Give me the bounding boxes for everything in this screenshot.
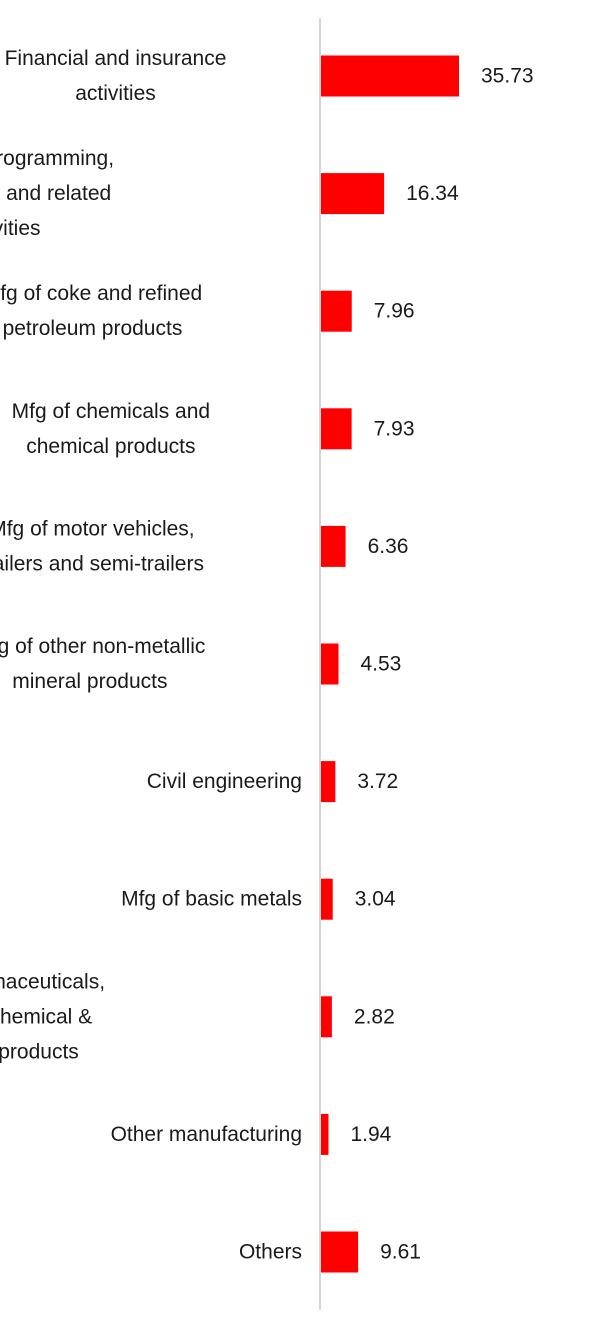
value-label: 2.82: [354, 1005, 395, 1028]
bar: [321, 525, 346, 567]
category-label-line: Mfg of other non-metallic: [0, 635, 205, 658]
value-label: 4.53: [360, 653, 401, 676]
category-label-line: Mfg of pharmaceuticals,: [0, 970, 105, 993]
category-label-line: mineral products: [12, 670, 167, 693]
category-label-line: Mfg of basic metals: [121, 888, 302, 911]
bar: [321, 643, 339, 685]
value-labels-group: 35.73 16.34 7.96 7.93 6.36 4.53 3.72 3.04 2.82 1.…: [350, 65, 533, 1264]
category-label: Mfg of coke and refined petroleum product…: [0, 282, 202, 340]
category-label-line: Mfg of motor vehicles,: [0, 517, 195, 540]
category-label: Mfg of basic metals: [121, 888, 302, 911]
value-label: 9.61: [380, 1241, 421, 1264]
category-label-line: trailers and semi-trailers: [0, 552, 204, 575]
bar: [321, 1113, 329, 1155]
category-label-line: Civil engineering: [147, 770, 302, 793]
bar: [321, 761, 336, 803]
category-label-line: petroleum products: [3, 317, 183, 340]
bar: [321, 408, 352, 450]
category-label-line: medicinal chemical &: [0, 1005, 92, 1028]
category-label-line: Mfg of coke and refined: [0, 282, 202, 305]
bar: [321, 1231, 359, 1273]
value-label: 3.04: [355, 888, 396, 911]
bar: [321, 290, 352, 332]
category-label-line: activities: [75, 82, 156, 105]
category-label: Mfg of other non-metallic mineral product…: [0, 635, 205, 693]
value-label: 16.34: [406, 182, 459, 205]
category-label-line: chemical products: [26, 435, 195, 458]
category-label: Computer programming, consultancy and rel…: [0, 147, 114, 240]
value-label: 35.73: [481, 65, 534, 88]
bar: [321, 173, 385, 215]
category-label-line: Computer programming,: [0, 147, 114, 170]
category-labels-group: Financial and insuranceactivitiesCompute…: [0, 47, 302, 1264]
category-label-line: Mfg of chemicals and: [12, 400, 210, 423]
category-label-line: Financial and insurance: [5, 47, 227, 70]
category-label: Mfg of motor vehicles, trailers and semi-…: [0, 517, 204, 575]
category-label-line: consultancy and related: [0, 182, 111, 205]
value-label: 6.36: [368, 535, 409, 558]
value-label: 3.72: [357, 770, 398, 793]
value-label: 7.96: [374, 300, 415, 323]
category-label: Financial and insurance activities: [5, 47, 227, 105]
bar: [321, 996, 332, 1038]
category-label: Civil engineering: [147, 770, 302, 793]
category-label: Other manufacturing: [111, 1123, 302, 1146]
category-label-line: Others: [239, 1241, 302, 1264]
category-label-line: botanical products: [0, 1040, 79, 1063]
value-label: 7.93: [374, 417, 415, 440]
value-label: 1.94: [350, 1123, 391, 1146]
category-label: Mfg of pharmaceuticals, medicinal chemica…: [0, 970, 105, 1063]
category-label: Others: [239, 1241, 302, 1264]
category-label: Mfg of chemicals and chemical products: [12, 400, 210, 458]
bar: [321, 55, 459, 97]
bar: [321, 878, 333, 920]
bars-group: [321, 55, 459, 1273]
category-label-line: Other manufacturing: [111, 1123, 302, 1146]
category-label-line: activities: [0, 217, 41, 240]
